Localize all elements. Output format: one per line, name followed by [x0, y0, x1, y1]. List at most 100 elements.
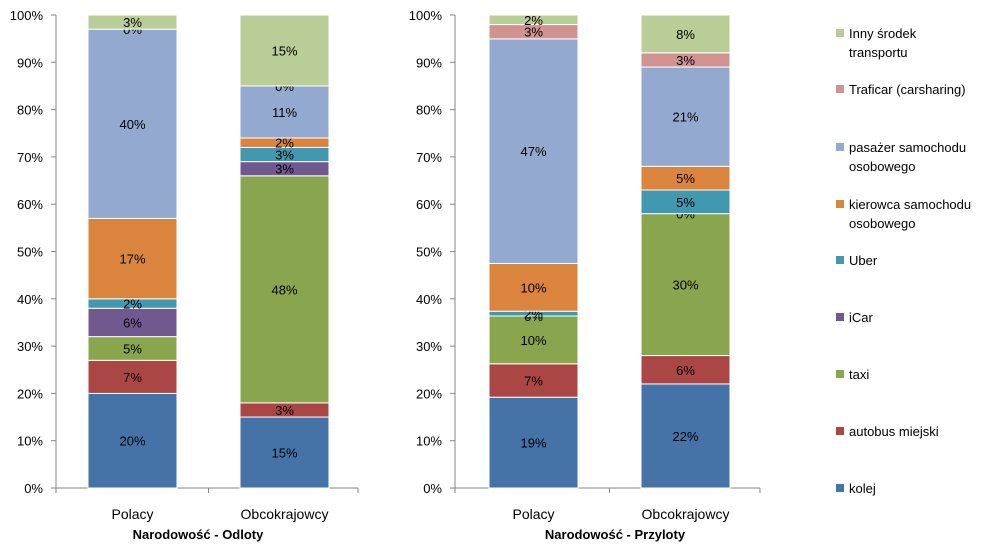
legend-item: Inny środek transportu: [836, 26, 917, 60]
legend-swatch: [836, 143, 844, 151]
y-tick-label: 40%: [416, 292, 442, 307]
data-label: 2%: [123, 297, 142, 312]
y-tick-label: 100%: [409, 8, 443, 23]
data-label: 3%: [123, 15, 142, 30]
category-label: Obcokrajowcy: [642, 506, 730, 522]
legend-label: kierowca samochodu: [849, 197, 971, 212]
legend-item: Traficar (carsharing): [836, 82, 966, 97]
y-tick-label: 50%: [416, 245, 442, 260]
data-label: 2%: [524, 13, 543, 28]
y-tick-label: 70%: [416, 150, 442, 165]
legend-swatch: [836, 200, 844, 208]
data-label: 20%: [119, 434, 145, 449]
data-label: 19%: [520, 436, 546, 451]
y-tick-label: 60%: [17, 197, 43, 212]
data-label: 40%: [119, 117, 145, 132]
legend-label: transportu: [849, 45, 908, 60]
data-label: 8%: [676, 27, 695, 42]
category-label: Polacy: [111, 506, 153, 522]
data-label: 17%: [119, 252, 145, 267]
y-tick-label: 40%: [17, 292, 43, 307]
bar-segment-taxi: [488, 315, 579, 365]
bar-segment-kolej: [239, 416, 330, 489]
data-label: 5%: [676, 171, 695, 186]
bar-segment-pasa-er-samochodu-osobowego: [640, 66, 731, 167]
y-tick-label: 0%: [423, 481, 442, 496]
data-label: 47%: [520, 144, 546, 159]
legend-item: taxi: [836, 367, 869, 382]
legend-label: osobowego: [849, 216, 916, 231]
data-label: 2%: [275, 136, 294, 151]
data-label: 3%: [524, 25, 543, 40]
legend-swatch: [836, 313, 844, 321]
x-axis-title: Narodowość - Odloty: [133, 527, 265, 542]
legend-item: kolej: [836, 481, 876, 496]
y-tick-label: 90%: [416, 55, 442, 70]
legend-label: Inny środek: [849, 26, 917, 41]
y-tick-label: 0%: [24, 481, 43, 496]
data-label: 6%: [676, 363, 695, 378]
data-label: 10%: [520, 333, 546, 348]
bar-segment-inny-rodek-transportu: [87, 14, 178, 30]
category-label: Polacy: [512, 506, 554, 522]
y-tick-label: 60%: [416, 197, 442, 212]
y-tick-label: 20%: [17, 386, 43, 401]
data-label: 15%: [271, 446, 297, 461]
bar-segment-inny-rodek-transportu: [640, 14, 731, 54]
legend-label: iCar: [849, 310, 874, 325]
legend-item: Uber: [836, 253, 878, 268]
legend-label: taxi: [849, 367, 869, 382]
y-tick-label: 80%: [416, 103, 442, 118]
data-label: 15%: [271, 43, 297, 58]
y-tick-label: 30%: [416, 339, 442, 354]
bar-segment-icar: [87, 307, 178, 338]
legend-swatch: [836, 370, 844, 378]
legend-item: pasażer samochodu osobowego: [836, 140, 966, 174]
y-tick-label: 10%: [416, 434, 442, 449]
bar-segment-autobus-miejski: [640, 355, 731, 385]
data-label: 3%: [275, 403, 294, 418]
data-label: 11%: [272, 105, 297, 120]
legend-swatch: [836, 85, 844, 93]
y-tick-label: 80%: [17, 103, 43, 118]
bar-segment-pasa-er-samochodu-osobowego: [87, 28, 178, 219]
legend-swatch: [836, 256, 844, 264]
bar-segment-autobus-miejski: [87, 359, 178, 394]
legend-label: osobowego: [849, 159, 916, 174]
legend-label: Uber: [849, 253, 878, 268]
y-tick-label: 100%: [10, 8, 44, 23]
y-tick-label: 10%: [17, 434, 43, 449]
category-label: Obcokrajowcy: [241, 506, 329, 522]
legend-label: Traficar (carsharing): [849, 82, 966, 97]
data-label: 3%: [676, 53, 695, 68]
legend-item: iCar: [836, 310, 874, 325]
bar-segment-kolej: [488, 396, 579, 489]
bar-segment-kolej: [640, 383, 731, 489]
legend-swatch: [836, 427, 844, 435]
data-label: 5%: [676, 195, 695, 210]
bar-segment-inny-rodek-transportu: [239, 14, 330, 87]
chart-przyloty: 0% 10% 20% 30% 40% 50% 60% 70% 80% 90% 100% 19% 7% 10…: [409, 8, 761, 542]
bar-segment-kierowca-samochodu-osobowego: [87, 217, 178, 300]
data-label: 30%: [672, 278, 698, 293]
bar-segment-inny-rodek-transportu: [488, 14, 579, 26]
legend-item: kierowca samochodu osobowego: [836, 197, 971, 231]
legend-label: autobus miejski: [849, 424, 939, 439]
legend-swatch: [836, 29, 844, 37]
bar-segment-pasa-er-samochodu-osobowego: [488, 38, 579, 264]
bar-segment-pasa-er-samochodu-osobowego: [239, 85, 330, 139]
legend-swatch: [836, 484, 844, 492]
legend: Inny środek transportu Traficar (carsharin…: [836, 26, 971, 496]
y-tick-label: 50%: [17, 245, 43, 260]
y-tick-label: 20%: [416, 386, 442, 401]
data-label: 10%: [520, 280, 546, 295]
data-label: 7%: [123, 370, 142, 385]
data-label: 48%: [271, 282, 297, 297]
legend-label: pasażer samochodu: [849, 140, 966, 155]
y-tick-label: 90%: [17, 55, 43, 70]
y-tick-label: 70%: [17, 150, 43, 165]
data-label: 7%: [524, 374, 543, 389]
data-label: 21%: [672, 110, 698, 125]
chart-odloty: 0% 10% 20% 30% 40% 50% 60% 70% 80% 90% 100% 20% 7% 5%…: [10, 8, 359, 542]
